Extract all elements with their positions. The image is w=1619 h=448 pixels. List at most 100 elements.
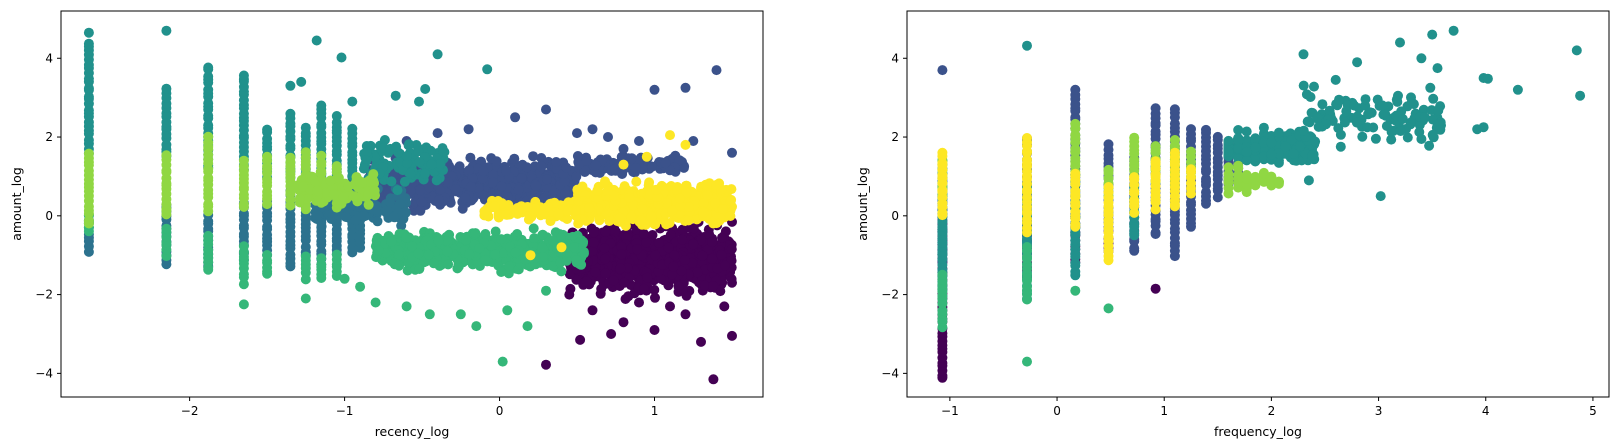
point-cluster-2 [385, 197, 396, 208]
point-cluster-0 [575, 334, 586, 345]
point-cluster-5 [298, 181, 309, 192]
point-cluster-3 [347, 123, 358, 134]
point-cluster-1 [536, 161, 547, 172]
point-cluster-3 [1324, 105, 1335, 116]
point-cluster-3 [402, 151, 412, 162]
point-cluster-4 [370, 297, 381, 308]
point-cluster-4 [238, 279, 249, 290]
point-cluster-2 [316, 221, 327, 232]
point-cluster-6 [636, 215, 646, 226]
point-cluster-4 [203, 230, 214, 241]
point-cluster-1 [727, 147, 737, 158]
point-cluster-6 [646, 211, 657, 222]
left-x-axis-label: recency_log [375, 424, 450, 439]
point-cluster-3 [1233, 125, 1244, 135]
point-cluster-0 [541, 359, 551, 370]
point-cluster-3 [1368, 122, 1379, 133]
point-cluster-0 [677, 234, 688, 245]
point-cluster-3 [1334, 94, 1344, 105]
point-cluster-1 [513, 184, 524, 195]
left-y-axis-label: amount_log [9, 167, 24, 241]
point-cluster-4 [496, 267, 507, 277]
right-scatter-points [937, 25, 1586, 383]
point-cluster-5 [357, 177, 368, 188]
point-cluster-3 [1223, 146, 1234, 157]
point-cluster-4 [339, 273, 350, 284]
point-cluster-1 [572, 151, 583, 161]
point-cluster-6 [641, 151, 652, 162]
point-cluster-0 [600, 268, 611, 279]
x-tick-label: −1 [336, 404, 354, 418]
point-cluster-0 [632, 244, 643, 255]
point-cluster-4 [578, 248, 589, 259]
point-cluster-1 [1186, 124, 1196, 135]
point-cluster-6 [577, 181, 588, 192]
point-cluster-3 [203, 62, 214, 73]
point-cluster-3 [336, 52, 347, 63]
point-cluster-4 [480, 254, 491, 265]
point-cluster-3 [420, 168, 430, 179]
point-cluster-6 [681, 187, 692, 198]
point-cluster-1 [674, 155, 685, 166]
point-cluster-2 [312, 209, 322, 220]
point-cluster-1 [660, 158, 671, 168]
point-cluster-4 [504, 261, 515, 272]
point-cluster-0 [639, 283, 649, 294]
point-cluster-5 [368, 176, 379, 187]
point-cluster-6 [593, 193, 604, 204]
x-tick-label: 0 [496, 404, 504, 418]
point-cluster-3 [437, 143, 448, 154]
point-cluster-3 [399, 176, 410, 187]
point-cluster-4 [497, 356, 508, 367]
point-cluster-3 [1241, 155, 1252, 166]
point-cluster-3 [1233, 143, 1244, 154]
point-cluster-0 [679, 255, 690, 265]
point-cluster-4 [331, 249, 342, 260]
right-plot-background [907, 11, 1609, 397]
point-cluster-3 [1233, 153, 1244, 163]
point-cluster-0 [642, 272, 653, 283]
point-cluster-1 [541, 104, 551, 115]
point-cluster-0 [707, 237, 718, 248]
point-cluster-6 [683, 215, 694, 226]
point-cluster-2 [370, 204, 381, 215]
point-cluster-0 [618, 317, 629, 328]
point-cluster-1 [510, 112, 521, 123]
point-cluster-1 [665, 165, 675, 176]
point-cluster-4 [453, 261, 464, 272]
point-cluster-1 [610, 163, 620, 174]
point-cluster-3 [386, 176, 397, 187]
point-cluster-1 [1169, 104, 1180, 115]
point-cluster-4 [401, 232, 412, 243]
point-cluster-2 [340, 212, 351, 222]
point-cluster-6 [662, 198, 672, 209]
point-cluster-3 [1298, 125, 1309, 136]
point-cluster-5 [328, 189, 339, 200]
point-cluster-0 [708, 281, 719, 291]
point-cluster-5 [294, 193, 305, 204]
point-cluster-0 [712, 263, 723, 274]
point-cluster-4 [386, 236, 397, 247]
point-cluster-3 [1302, 116, 1313, 127]
point-cluster-1 [1212, 192, 1223, 203]
point-cluster-4 [414, 264, 425, 274]
point-cluster-3 [1393, 90, 1403, 101]
point-cluster-1 [460, 192, 471, 203]
point-cluster-3 [361, 155, 372, 166]
point-cluster-2 [388, 212, 399, 223]
point-cluster-6 [542, 201, 553, 212]
point-cluster-0 [608, 275, 619, 286]
point-cluster-1 [496, 181, 507, 192]
x-tick-label: −2 [181, 404, 199, 418]
point-cluster-0 [650, 250, 661, 261]
point-cluster-0 [699, 280, 710, 291]
point-cluster-0 [596, 283, 607, 294]
point-cluster-1 [1212, 131, 1223, 142]
point-cluster-4 [402, 265, 413, 276]
point-cluster-3 [1433, 105, 1444, 116]
point-cluster-3 [296, 76, 307, 87]
point-cluster-3 [1335, 141, 1346, 152]
point-cluster-4 [470, 228, 481, 239]
